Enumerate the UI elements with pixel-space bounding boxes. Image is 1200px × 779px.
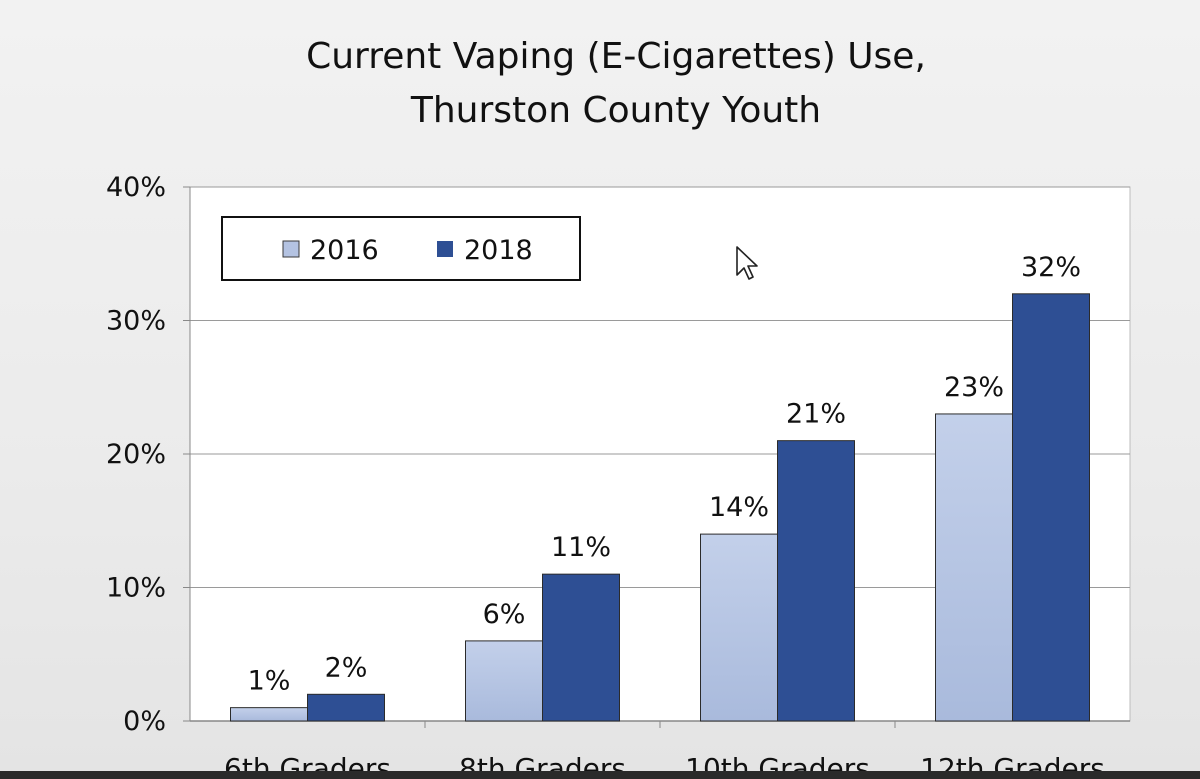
legend-label-2018: 2018 [464, 235, 533, 266]
y-tick-label: 30% [106, 306, 166, 337]
taskbar-strip [0, 771, 1200, 779]
bar-2018-4 [1012, 293, 1090, 722]
bar-2016-2 [465, 640, 543, 722]
legend-swatch-2018 [437, 241, 453, 257]
data-label: 2% [325, 652, 368, 683]
bar-2018-3 [777, 440, 855, 722]
y-tick-label: 10% [106, 573, 166, 604]
data-label: 21% [786, 399, 846, 430]
data-label: 23% [944, 372, 1004, 403]
bar-2016-4 [935, 413, 1013, 722]
bar-2016-3 [700, 533, 778, 722]
data-label: 11% [551, 532, 611, 563]
data-label: 6% [483, 599, 526, 630]
y-tick-label: 0% [123, 706, 166, 737]
bar-2016-1 [230, 707, 308, 722]
legend-swatch-2016 [282, 240, 300, 258]
bar-2018-2 [542, 573, 620, 722]
y-tick-label: 20% [106, 439, 166, 470]
data-label: 1% [248, 666, 291, 697]
chart-title-line-1: Current Vaping (E-Cigarettes) Use, [306, 36, 926, 77]
legend-box [221, 216, 581, 281]
legend-label-2016: 2016 [310, 235, 379, 266]
chart-title: Current Vaping (E-Cigarettes) Use, Thurs… [0, 30, 1200, 138]
data-label: 14% [709, 492, 769, 523]
y-tick-label: 40% [106, 172, 166, 203]
chart-title-line-2: Thurston County Youth [410, 90, 822, 131]
mouse-cursor-icon [736, 246, 758, 280]
bar-2018-1 [307, 693, 385, 722]
data-label: 32% [1021, 252, 1081, 283]
